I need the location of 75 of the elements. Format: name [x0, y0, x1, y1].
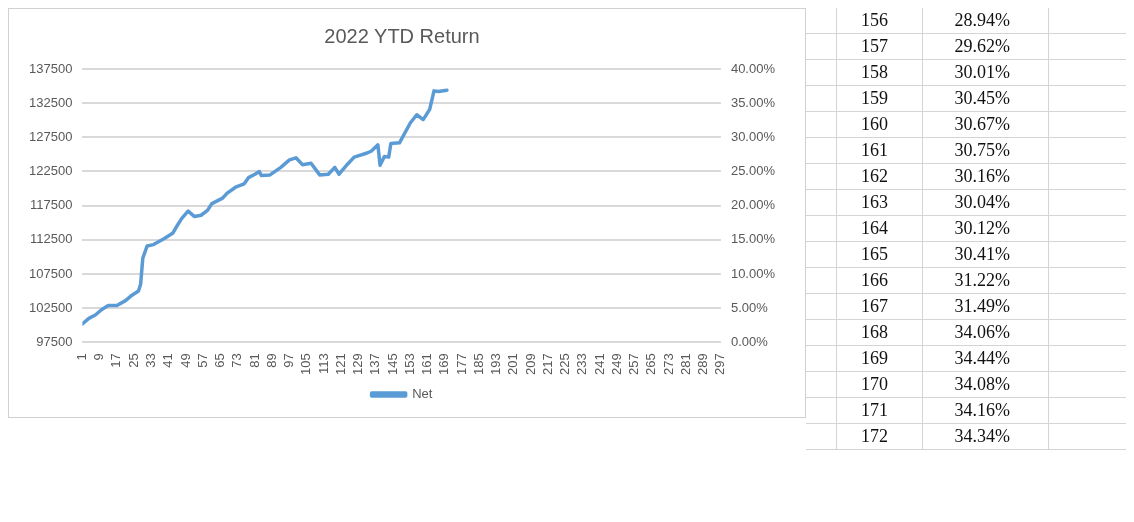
x-tick-label: 41 [160, 353, 176, 368]
x-tick-label: 25 [125, 353, 141, 368]
x-tick-label: 185 [470, 353, 486, 376]
x-tick-label: 129 [350, 353, 366, 376]
x-tick-label: 49 [177, 353, 193, 368]
x-tick-label: 121 [332, 353, 348, 376]
y-tick-label: 132500 [28, 94, 73, 110]
text: 157 29.62% [861, 36, 1010, 57]
y2-tick-label: 25.00% [730, 163, 776, 179]
y-tick-label: 112500 [29, 231, 73, 247]
y-tick-label: 97500 [36, 333, 73, 349]
text: 165 30.41% [861, 244, 1010, 265]
y2-tick-label: 35.00% [730, 94, 776, 110]
y-tick-label: 122500 [28, 163, 73, 179]
text: 161 30.75% [861, 140, 1010, 161]
x-tick-label: 233 [574, 353, 590, 376]
x-tick-label: 249 [608, 353, 624, 376]
y2-tick-label: 10.00% [730, 265, 776, 281]
text: 159 30.45% [861, 88, 1010, 109]
x-tick-label: 273 [660, 353, 676, 376]
x-tick-label: 161 [419, 353, 435, 376]
x-tick-label: 89 [263, 353, 279, 368]
text: 171 34.16% [861, 400, 1010, 421]
x-tick-label: 73 [229, 353, 245, 368]
x-tick-label: 257 [626, 353, 642, 376]
text: 156 28.94% [861, 10, 1010, 31]
x-tick-label: 137 [367, 353, 383, 376]
x-tick-label: 225 [557, 353, 573, 376]
text: 169 34.44% [861, 348, 1010, 369]
x-tick-label: 1 [73, 353, 89, 361]
y-tick-label: 137500 [28, 60, 73, 76]
y2-tick-label: 20.00% [730, 197, 776, 213]
text: 167 31.49% [861, 296, 1010, 317]
text: 163 30.04% [861, 192, 1010, 213]
text: 170 34.08% [861, 374, 1010, 395]
x-tick-label: 209 [522, 353, 538, 376]
text: 168 34.06% [861, 322, 1010, 343]
x-tick-label: 153 [401, 353, 417, 376]
y2-tick-label: 0.00% [730, 333, 769, 349]
text: 158 30.01% [861, 62, 1010, 83]
y2-tick-label: 15.00% [730, 231, 776, 247]
text: 166 31.22% [861, 270, 1010, 291]
legend-label: Net [412, 386, 433, 402]
x-tick-label: 97 [281, 353, 297, 368]
x-tick-label: 33 [142, 353, 158, 368]
x-tick-label: 193 [488, 353, 504, 376]
x-tick-label: 297 [712, 353, 728, 376]
x-tick-label: 57 [194, 353, 210, 368]
y-tick-label: 102500 [28, 299, 73, 315]
x-tick-label: 65 [212, 353, 228, 368]
x-tick-label: 289 [695, 353, 711, 376]
x-tick-label: 281 [677, 353, 693, 376]
x-tick-label: 145 [384, 353, 400, 376]
x-tick-label: 169 [436, 353, 452, 376]
y2-tick-label: 40.00% [730, 60, 776, 76]
y-tick-label: 117500 [29, 197, 73, 213]
x-tick-label: 81 [246, 353, 262, 368]
x-tick-label: 265 [643, 353, 659, 376]
y2-tick-label: 30.00% [730, 128, 776, 144]
x-tick-label: 105 [298, 353, 314, 376]
x-tick-label: 113 [315, 353, 331, 375]
x-tick-label: 17 [108, 353, 124, 368]
text: 172 34.34% [861, 426, 1010, 447]
x-tick-label: 217 [539, 353, 555, 376]
y2-tick-label: 5.00% [730, 299, 769, 315]
text: 160 30.67% [861, 114, 1010, 135]
x-tick-label: 201 [505, 353, 521, 376]
x-tick-label: 241 [591, 353, 607, 376]
y-tick-label: 127500 [28, 128, 73, 144]
x-tick-label: 177 [453, 353, 469, 376]
chart-title: 2022 YTD Return [324, 24, 480, 47]
text: 162 30.16% [861, 166, 1010, 187]
x-tick-label: 9 [91, 353, 107, 361]
y-tick-label: 107500 [28, 265, 73, 281]
text: 164 30.12% [861, 218, 1010, 239]
